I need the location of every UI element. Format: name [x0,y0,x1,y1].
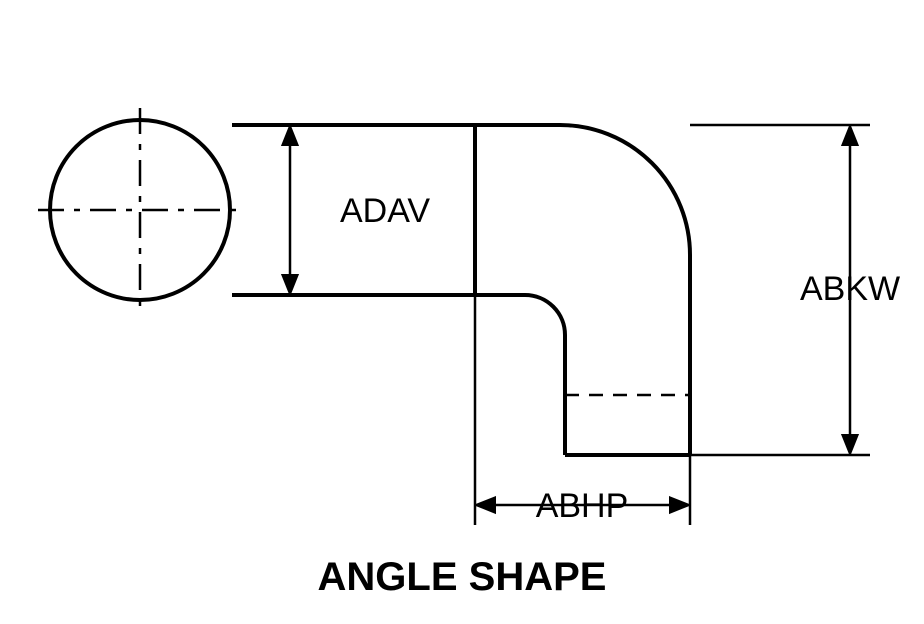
dim-adav: ADAV [232,125,475,295]
adav-label: ADAV [340,192,430,230]
elbow-inner-edge [475,295,565,455]
abhp-label: ABHP [536,487,629,525]
dim-abhp: ABHP [475,295,690,525]
cross-section [38,108,242,312]
diagram-title: ANGLE SHAPE [318,555,607,599]
abkw-label: ABKW [800,270,900,308]
dim-abkw: ABKW [690,125,900,455]
elbow-outer-edge [475,125,690,455]
diagram-canvas: ADAV ABKW ABHP ANGLE SHAPE [0,0,924,624]
pipe-elbow [232,125,690,455]
